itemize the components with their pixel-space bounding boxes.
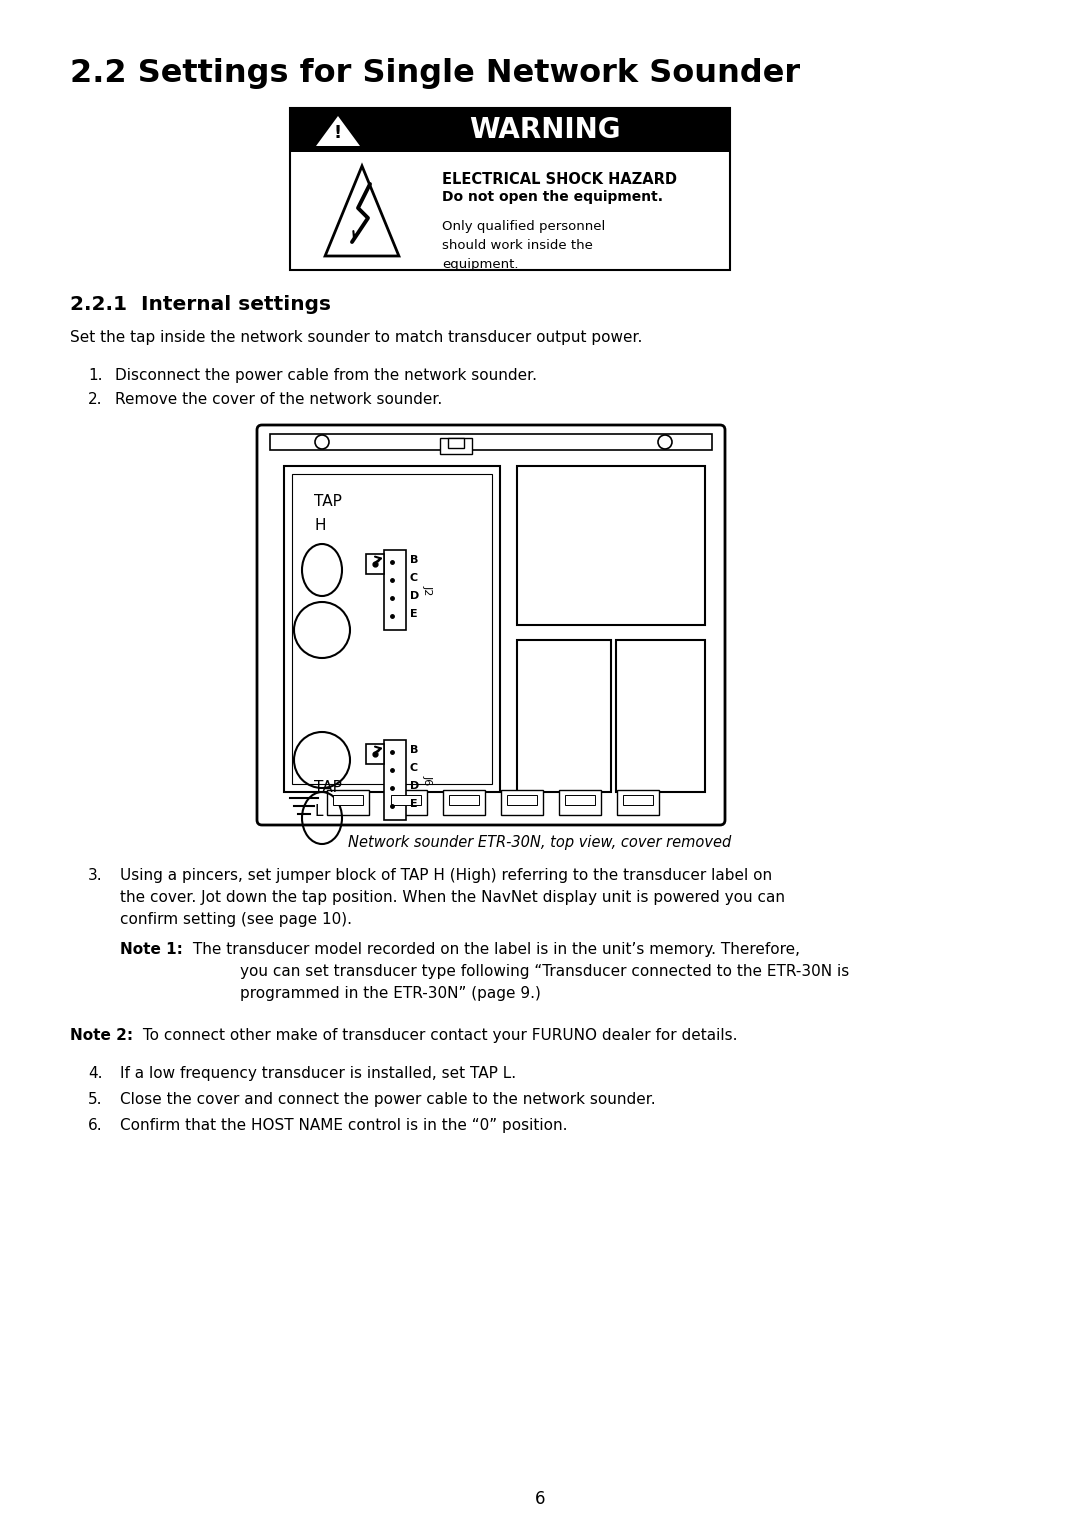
Bar xyxy=(270,434,712,451)
Bar xyxy=(507,795,537,805)
Text: D: D xyxy=(410,781,419,792)
Bar xyxy=(440,439,472,454)
Text: confirm setting (see page 10).: confirm setting (see page 10). xyxy=(120,912,352,927)
Text: E: E xyxy=(410,799,418,808)
Bar xyxy=(617,790,659,814)
Bar xyxy=(292,474,492,784)
Text: L: L xyxy=(314,804,323,819)
Text: Close the cover and connect the power cable to the network sounder.: Close the cover and connect the power ca… xyxy=(120,1093,656,1106)
Text: TAP: TAP xyxy=(314,779,342,795)
Polygon shape xyxy=(316,116,360,147)
Bar xyxy=(623,795,653,805)
Text: 1.: 1. xyxy=(87,368,103,384)
Text: 5.: 5. xyxy=(87,1093,103,1106)
Text: the cover. Jot down the tap position. When the NavNet display unit is powered yo: the cover. Jot down the tap position. Wh… xyxy=(120,889,785,905)
Text: 6: 6 xyxy=(535,1490,545,1508)
Text: Remove the cover of the network sounder.: Remove the cover of the network sounder. xyxy=(114,393,442,406)
Text: 2.2.1  Internal settings: 2.2.1 Internal settings xyxy=(70,295,330,313)
Text: The transducer model recorded on the label is in the unit’s memory. Therefore,: The transducer model recorded on the lab… xyxy=(188,941,800,957)
Bar xyxy=(559,790,600,814)
Text: 3.: 3. xyxy=(87,868,103,883)
Bar xyxy=(366,555,384,575)
Bar xyxy=(291,108,730,270)
Text: Disconnect the power cable from the network sounder.: Disconnect the power cable from the netw… xyxy=(114,368,537,384)
Text: Network sounder ETR-30N, top view, cover removed: Network sounder ETR-30N, top view, cover… xyxy=(349,834,731,850)
Text: B: B xyxy=(410,746,418,755)
Text: C: C xyxy=(410,573,418,584)
Text: Note 2:: Note 2: xyxy=(70,1028,133,1044)
Bar xyxy=(384,790,427,814)
Text: 2.: 2. xyxy=(87,393,103,406)
Text: To connect other make of transducer contact your FURUNO dealer for details.: To connect other make of transducer cont… xyxy=(138,1028,738,1044)
Polygon shape xyxy=(325,167,399,257)
Text: WARNING: WARNING xyxy=(470,116,621,144)
Bar xyxy=(616,640,705,792)
Bar xyxy=(384,740,406,821)
Bar xyxy=(501,790,543,814)
Text: B: B xyxy=(410,555,418,565)
Text: you can set transducer type following “Transducer connected to the ETR-30N is: you can set transducer type following “T… xyxy=(240,964,849,979)
Bar xyxy=(517,466,705,625)
Text: Note 1:: Note 1: xyxy=(120,941,183,957)
Bar xyxy=(327,790,369,814)
Text: ELECTRICAL SHOCK HAZARD: ELECTRICAL SHOCK HAZARD xyxy=(442,173,677,186)
Bar xyxy=(391,795,421,805)
Text: J2: J2 xyxy=(423,585,433,596)
Bar xyxy=(366,744,384,764)
Text: 4.: 4. xyxy=(87,1067,103,1080)
Text: H: H xyxy=(314,518,325,533)
Text: TAP: TAP xyxy=(314,494,342,509)
Text: Confirm that the HOST NAME control is in the “0” position.: Confirm that the HOST NAME control is in… xyxy=(120,1118,567,1132)
Text: C: C xyxy=(410,762,418,773)
FancyBboxPatch shape xyxy=(257,425,725,825)
Text: Do not open the equipment.: Do not open the equipment. xyxy=(442,189,663,205)
Text: 2.2 Settings for Single Network Sounder: 2.2 Settings for Single Network Sounder xyxy=(70,58,800,89)
Text: If a low frequency transducer is installed, set TAP L.: If a low frequency transducer is install… xyxy=(120,1067,516,1080)
Text: Set the tap inside the network sounder to match transducer output power.: Set the tap inside the network sounder t… xyxy=(70,330,643,345)
Bar xyxy=(565,795,595,805)
Bar xyxy=(449,795,480,805)
Bar xyxy=(443,790,485,814)
Text: D: D xyxy=(410,591,419,601)
Bar xyxy=(384,550,406,630)
Bar xyxy=(284,466,500,792)
Text: E: E xyxy=(410,610,418,619)
Bar xyxy=(448,439,464,448)
Text: programmed in the ETR-30N” (page 9.): programmed in the ETR-30N” (page 9.) xyxy=(240,986,541,1001)
Bar xyxy=(517,640,611,792)
Text: J6: J6 xyxy=(423,775,433,785)
Bar xyxy=(333,795,363,805)
Text: Only qualified personnel
should work inside the
equipment.: Only qualified personnel should work ins… xyxy=(442,220,605,270)
Text: Using a pincers, set jumper block of TAP H (High) referring to the transducer la: Using a pincers, set jumper block of TAP… xyxy=(120,868,772,883)
Bar xyxy=(291,108,730,151)
Text: 6.: 6. xyxy=(87,1118,103,1132)
Text: !: ! xyxy=(334,124,342,142)
